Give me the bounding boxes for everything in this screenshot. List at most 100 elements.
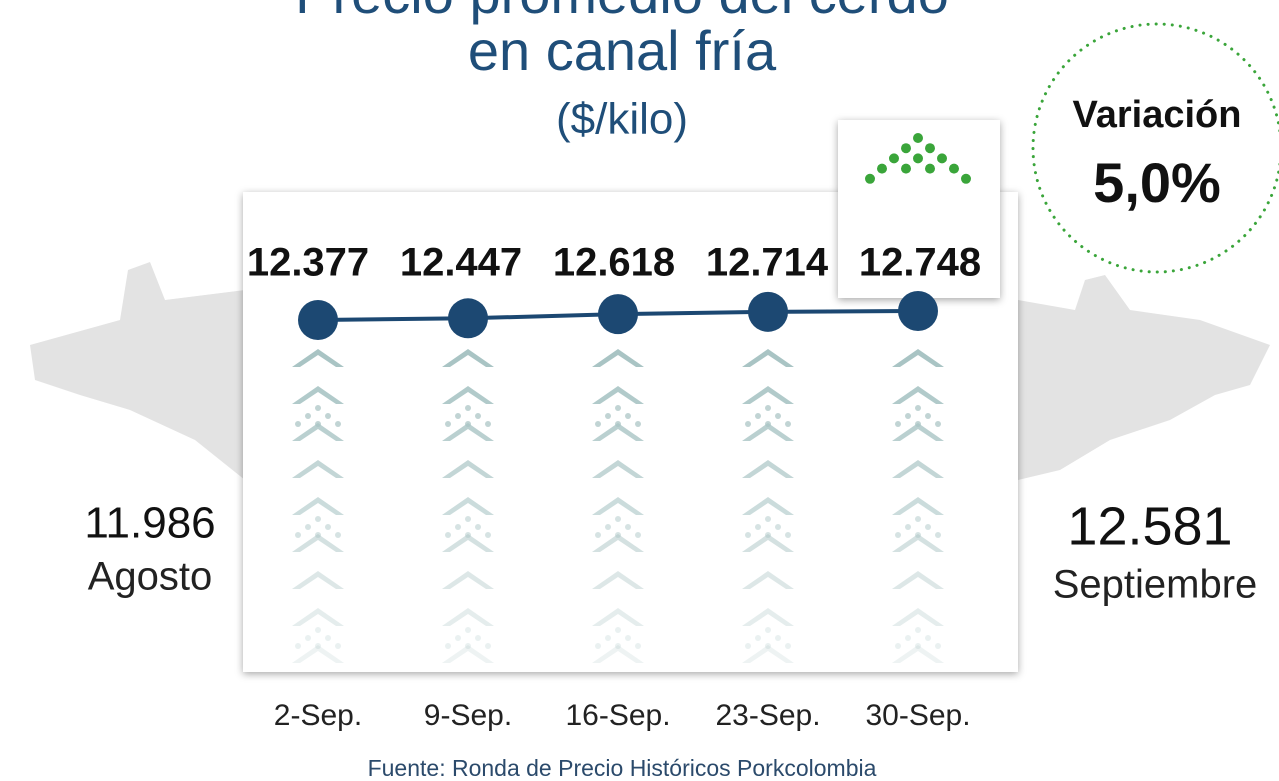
dot (605, 413, 611, 419)
chevron (292, 608, 344, 626)
dot (455, 635, 461, 641)
chevron (592, 349, 644, 367)
dot (615, 627, 621, 633)
chart-title: en canal fría (468, 19, 777, 82)
dot (895, 532, 901, 538)
dot (925, 635, 931, 641)
dot (635, 532, 641, 538)
dot (925, 413, 931, 419)
dot (615, 405, 621, 411)
dot (485, 643, 491, 649)
dot (745, 421, 751, 427)
dot (455, 524, 461, 530)
chevron (592, 534, 644, 552)
dot (445, 421, 451, 427)
chevron (442, 608, 494, 626)
point (448, 298, 488, 339)
dot (785, 643, 791, 649)
chevron (892, 460, 944, 478)
dot (595, 421, 601, 427)
chevron (442, 386, 494, 404)
dot (775, 635, 781, 641)
dot (765, 643, 771, 649)
green-dot (925, 163, 935, 174)
dot (315, 516, 321, 522)
chevron (592, 645, 644, 663)
chevron (442, 460, 494, 478)
chevron (592, 386, 644, 404)
dot (915, 643, 921, 649)
dot (335, 532, 341, 538)
chevron (892, 571, 944, 589)
green-dot (949, 163, 959, 174)
chevron (292, 497, 344, 515)
pig-silhouette (30, 262, 1270, 480)
dot (755, 413, 761, 419)
dot (635, 643, 641, 649)
dot (305, 635, 311, 641)
chevron (742, 534, 794, 552)
dot (315, 405, 321, 411)
dot (895, 421, 901, 427)
chevron (892, 386, 944, 404)
value-label: 12.447 (400, 241, 522, 285)
dot (915, 516, 921, 522)
chevron (442, 423, 494, 441)
dot (605, 635, 611, 641)
variation-label: Variación (1073, 94, 1242, 136)
chevron (742, 571, 794, 589)
chevron (442, 497, 494, 515)
dot (905, 413, 911, 419)
chevron (592, 571, 644, 589)
dot (455, 413, 461, 419)
chevron (442, 571, 494, 589)
left-label: Agosto (88, 555, 213, 599)
dot (775, 413, 781, 419)
dot (325, 413, 331, 419)
value-label: 12.377 (247, 241, 369, 285)
x-tick-label: 9-Sep. (424, 699, 512, 732)
green-dot (889, 153, 899, 164)
chevron (742, 497, 794, 515)
dot (615, 516, 621, 522)
chevron (742, 423, 794, 441)
chevron (892, 608, 944, 626)
dot (475, 413, 481, 419)
dot (755, 524, 761, 530)
dot (305, 413, 311, 419)
dot (325, 635, 331, 641)
dot (775, 524, 781, 530)
chevron (442, 349, 494, 367)
dot (915, 627, 921, 633)
green-dot (901, 143, 911, 154)
dot (755, 635, 761, 641)
highlight-panel (838, 120, 1000, 298)
green-dot (865, 173, 875, 184)
green-dot (937, 153, 947, 164)
dot (475, 635, 481, 641)
dot (465, 643, 471, 649)
dot (475, 524, 481, 530)
variation-value: 5,0% (1093, 151, 1221, 214)
dot (785, 532, 791, 538)
green-dot (913, 133, 923, 143)
dot (295, 532, 301, 538)
green-dot (877, 163, 887, 174)
left-value: 11.986 (84, 499, 215, 548)
dot (605, 524, 611, 530)
dot (315, 627, 321, 633)
dot (465, 405, 471, 411)
dot (595, 532, 601, 538)
chevron (892, 645, 944, 663)
dot (485, 532, 491, 538)
dot (335, 421, 341, 427)
dot (745, 532, 751, 538)
x-tick-label: 2-Sep. (274, 699, 362, 732)
dot (935, 643, 941, 649)
chevron (592, 423, 644, 441)
chevron (892, 349, 944, 367)
dot (895, 643, 901, 649)
chevron (592, 497, 644, 515)
value-label: 12.714 (706, 241, 829, 285)
